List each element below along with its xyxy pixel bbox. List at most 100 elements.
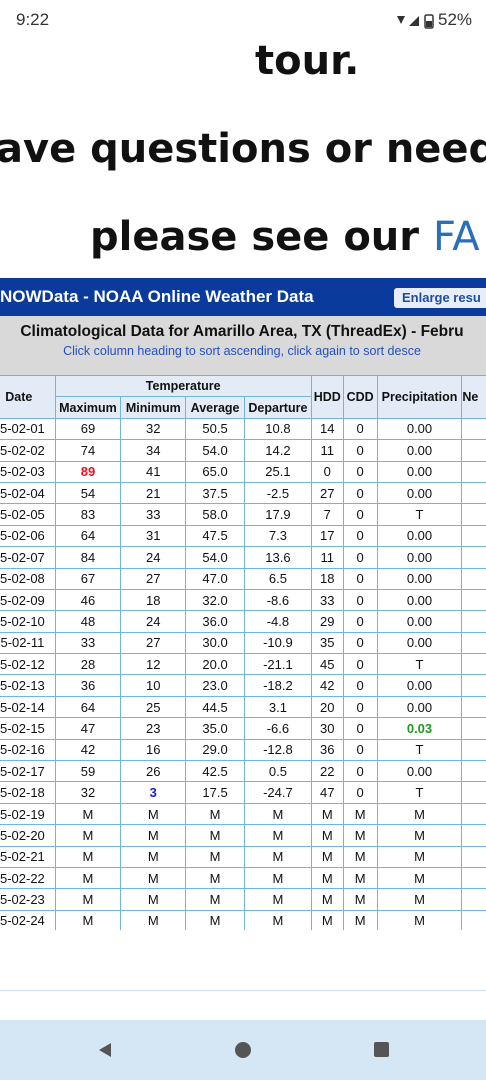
time: 9:22 [16, 10, 50, 29]
table-cell: 16 [120, 738, 187, 762]
table-cell: M [54, 866, 122, 890]
home-button[interactable] [235, 1042, 251, 1058]
table-cell: T [376, 781, 463, 804]
table-cell [461, 674, 486, 697]
table-cell: 0.00 [376, 439, 463, 462]
table-cell: -4.8 [243, 610, 312, 633]
table-cell: 29 [310, 610, 344, 633]
back-button[interactable] [99, 1043, 111, 1057]
table-cell: 30 [310, 717, 344, 740]
table-cell: 28 [54, 653, 122, 676]
table-cell: 0.00 [376, 460, 463, 483]
table-cell: M [342, 866, 378, 890]
table-cell: 0 [342, 503, 378, 526]
col-header[interactable]: CDD [342, 375, 378, 419]
col-header[interactable]: Departure [243, 396, 312, 419]
table-cell: 12 [120, 653, 187, 676]
table-cell [461, 653, 486, 676]
table-cell: 25-02-04 [0, 481, 56, 505]
table-cell: 27 [120, 631, 187, 655]
table-cell: M [120, 866, 187, 890]
status-icons [397, 14, 434, 29]
table-cell: 0.5 [243, 760, 312, 783]
table-cell [461, 802, 486, 826]
title: Climatological Data for Amarillo Area, T… [20, 323, 464, 340]
table-cell: 33 [54, 631, 122, 655]
table-cell: 0.00 [376, 760, 463, 783]
table-cell: 0.00 [376, 546, 463, 569]
table-cell: 17.5 [185, 781, 245, 804]
table-cell: 23.0 [185, 674, 245, 697]
table-cell: 7 [310, 503, 344, 526]
table-cell: M [376, 866, 463, 890]
table-cell: 29.0 [185, 738, 245, 762]
table-cell: 25-02-10 [0, 610, 56, 633]
table-cell: 89 [54, 460, 122, 483]
table-cell: 0 [342, 481, 378, 505]
table-cell: 22 [310, 760, 344, 783]
nowdata-widget: NOWData - NOAA Online Weather Data Enlarg… [0, 278, 486, 930]
table-cell: M [54, 909, 122, 930]
table-cell: 25-02-05 [0, 503, 56, 526]
table-cell: M [310, 802, 344, 826]
col-header[interactable]: Precipitation [376, 375, 463, 419]
table-cell: 45 [310, 653, 344, 676]
table-cell: 0 [342, 460, 378, 483]
table-cell: 0.00 [376, 588, 463, 612]
link[interactable]: FA [432, 214, 480, 260]
table-cell: 59 [54, 760, 122, 783]
col-header[interactable]: Ne [461, 375, 486, 419]
table-cell: M [54, 824, 122, 847]
col-header[interactable]: Minimum [120, 396, 187, 419]
table-cell: 25-02-09 [0, 588, 56, 612]
table-cell [461, 439, 486, 462]
table-cell [461, 503, 486, 526]
col-header[interactable]: Maximum [54, 396, 122, 419]
col-header[interactable]: HDD [310, 375, 344, 419]
col-header[interactable]: Date [0, 375, 56, 419]
table-cell [461, 888, 486, 911]
table-cell: 35 [310, 631, 344, 655]
table-cell: M [185, 802, 245, 826]
table-cell: 25-02-19 [0, 802, 56, 826]
table-cell: 24 [120, 546, 187, 569]
recents-button[interactable] [374, 1042, 389, 1057]
table-cell: M [310, 909, 344, 930]
table-cell: -18.2 [243, 674, 312, 697]
table-cell: 3.1 [243, 695, 312, 719]
data-table: Date Temperature HDD CDD Precipitation Ne Max… [0, 374, 486, 930]
header-text: NOWData - NOAA Online Weather Data [0, 287, 314, 306]
table-cell: M [342, 909, 378, 930]
table-cell [461, 909, 486, 930]
table-cell: -8.6 [243, 588, 312, 612]
table-cell: 13.6 [243, 546, 312, 569]
table-cell: 0.00 [376, 610, 463, 633]
table-cell: 0.00 [376, 695, 463, 719]
table-cell: 26 [120, 760, 187, 783]
table-cell: 41 [120, 460, 187, 483]
page-text: tour. [255, 38, 360, 84]
table-cell: M [310, 888, 344, 911]
table-cell: M [185, 824, 245, 847]
table-cell: 25-02-12 [0, 653, 56, 676]
table-cell: 0 [342, 781, 378, 804]
table-cell: M [120, 802, 187, 826]
table-cell: 32.0 [185, 588, 245, 612]
table-cell: 7.3 [243, 524, 312, 548]
table-cell [461, 567, 486, 590]
table-cell: -24.7 [243, 781, 312, 804]
table-cell: 25 [120, 695, 187, 719]
table-cell: 17 [310, 524, 344, 548]
table-cell: 0 [342, 738, 378, 762]
col-header[interactable]: Average [185, 396, 245, 419]
table-cell: 14 [310, 417, 344, 441]
table-cell: 58.0 [185, 503, 245, 526]
table-cell [461, 781, 486, 804]
table-cell: 42 [310, 674, 344, 697]
enlarge-button[interactable]: Enlarge resu [394, 288, 486, 308]
